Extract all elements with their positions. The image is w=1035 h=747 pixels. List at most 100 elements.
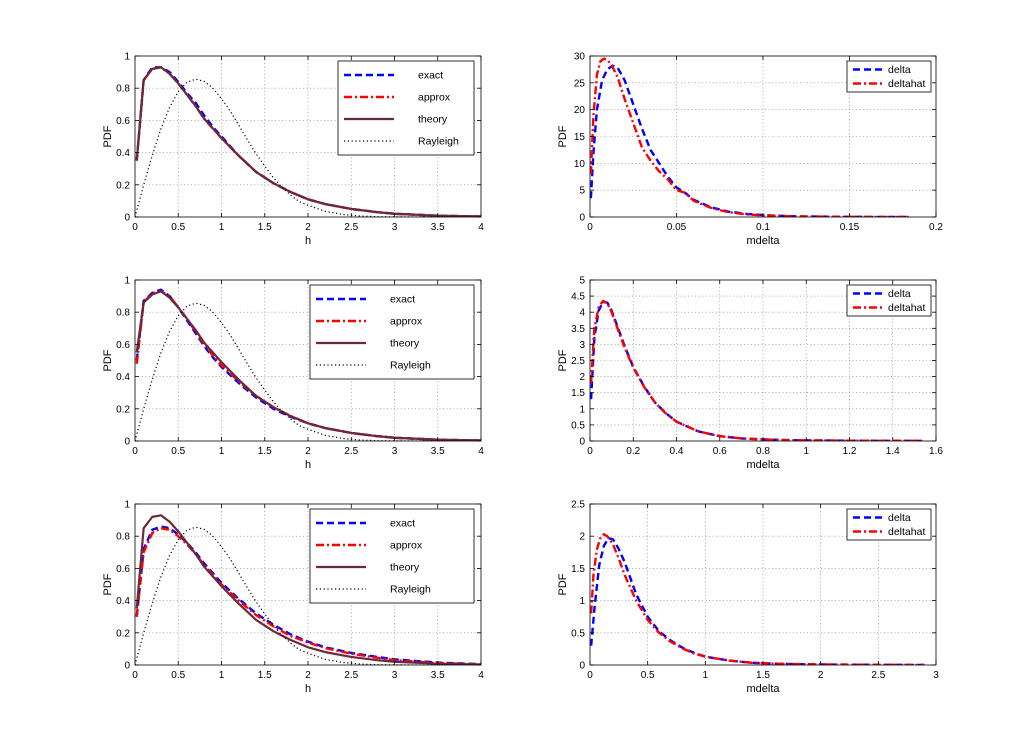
panel-3-legend-label-theory: theory bbox=[390, 338, 420, 350]
panel-4-xtick-label: 0.2 bbox=[626, 446, 640, 457]
panel-6-legend-box bbox=[846, 508, 932, 541]
panel-6-xlabel: mdelta bbox=[746, 683, 780, 695]
panel-4-ytick-label: 3.5 bbox=[571, 324, 585, 335]
panel-4-ytick-label: 0 bbox=[579, 437, 585, 448]
panel-5-series-approx bbox=[135, 526, 481, 665]
panel-6-xtick-label: 3 bbox=[933, 670, 939, 681]
panel-4-ytick-label: 1.5 bbox=[571, 388, 585, 399]
panel-4-xtick-label: 0.4 bbox=[670, 446, 684, 457]
panel-5-xtick-label: 0 bbox=[132, 670, 138, 681]
panel-2: 0 0.05 0.1 0.15 0.2 0 5 10 15 20 25 30 mdelta PDF delt… bbox=[557, 52, 943, 248]
panel-1-xtick-label: 4 bbox=[478, 222, 484, 233]
panel-5-legend: exact approx theory Rayleigh bbox=[309, 508, 475, 604]
panel-1-xtick-label: 2.5 bbox=[344, 222, 358, 233]
panel-5-xtick-label: 2.5 bbox=[344, 670, 358, 681]
panel-3-series-theory bbox=[135, 290, 481, 441]
panel-2-legend-label-delta: delta bbox=[888, 64, 911, 76]
panel-5-ytick-label: 0 bbox=[124, 661, 130, 672]
panel-2-xtick-label: 0.2 bbox=[929, 222, 943, 233]
panel-3-ylabel: PDF bbox=[102, 349, 114, 371]
panel-3-legend-box bbox=[309, 284, 475, 380]
panel-1-xtick-label: 0 bbox=[132, 222, 138, 233]
panel-2-xtick-label: 0.1 bbox=[756, 222, 770, 233]
panel-4-xlabel: mdelta bbox=[746, 459, 780, 471]
panel-3-ytick-label: 0.2 bbox=[116, 404, 130, 415]
panel-4-ytick-label: 1 bbox=[579, 404, 585, 415]
panel-3-legend: exact approx theory Rayleigh bbox=[309, 284, 475, 380]
panel-1-legend-label-theory: theory bbox=[418, 114, 448, 126]
panel-5-legend-box bbox=[309, 508, 475, 604]
panel-3-xtick-label: 1 bbox=[219, 446, 225, 457]
panel-1: 0 0.5 1 1.5 2 2.5 3 3.5 4 0 0.2 0.4 0.6 0.8 1 h PDF exact… bbox=[102, 52, 484, 248]
panel-6: 0 0.5 1 1.5 2 2.5 300.511.522.5mdeltaPDFdeltad… bbox=[557, 500, 939, 696]
panel-4-ytick-label: 4 bbox=[579, 308, 585, 319]
panel-4-xtick-label: 1.4 bbox=[886, 446, 900, 457]
panel-2-ytick-label: 10 bbox=[574, 159, 586, 170]
panel-6-ytick-label: 0 bbox=[579, 661, 585, 672]
panel-3: 0 0.5 1 1.5 2 2.5 3 3.5 4 0 0.2 0.4 0.6 0.8 1 h PDF exact… bbox=[102, 276, 484, 472]
panel-5-ytick-label: 0.8 bbox=[116, 532, 130, 543]
panel-4-legend-label-deltahat: deltahat bbox=[888, 302, 925, 314]
panel-6-ylabel: PDF bbox=[557, 573, 569, 595]
panel-1-xtick-label: 3 bbox=[392, 222, 398, 233]
panel-1-xtick-label: 0.5 bbox=[171, 222, 185, 233]
panel-4-xtick-label: 1.6 bbox=[929, 446, 943, 457]
panel-4-series-deltahat bbox=[590, 299, 926, 441]
panel-3-ytick-label: 1 bbox=[124, 276, 130, 287]
panel-4-xtick-label: 0.8 bbox=[756, 446, 770, 457]
panel-5: 0 0.5 1 1.5 2 2.5 3 3.5 4 0 0.2 0.4 0.6 0.8 1 h PDF exact… bbox=[102, 500, 484, 696]
panel-3-xtick-label: 0.5 bbox=[171, 446, 185, 457]
panel-2-legend: delta deltahat bbox=[846, 60, 932, 93]
panel-4-ytick-label: 4.5 bbox=[571, 292, 585, 303]
panel-5-xtick-label: 0.5 bbox=[171, 670, 185, 681]
panel-4-legend-label-delta: delta bbox=[888, 288, 911, 300]
panel-2-ytick-label: 20 bbox=[574, 105, 586, 116]
panel-6-ytick-label: 2.5 bbox=[571, 500, 585, 511]
panel-5-legend-label-approx: approx bbox=[390, 540, 423, 552]
panel-3-xlabel: h bbox=[305, 459, 311, 471]
panel-5-series-theory bbox=[135, 514, 481, 665]
panel-3-legend-label-exact: exact bbox=[390, 294, 415, 306]
panel-1-ytick-label: 0 bbox=[124, 213, 130, 224]
panel-1-legend-label-approx: approx bbox=[418, 92, 451, 104]
panel-5-ytick-label: 0.4 bbox=[116, 596, 130, 607]
panel-6-xtick-label: 1.5 bbox=[756, 670, 770, 681]
panel-2-legend-box bbox=[846, 60, 932, 93]
panel-5-xtick-label: 4 bbox=[478, 670, 484, 681]
panel-6-xtick-label: 1 bbox=[703, 670, 709, 681]
panel-1-legend-label-exact: exact bbox=[418, 70, 443, 82]
panel-4-ytick-label: 2.5 bbox=[571, 356, 585, 367]
panel-2-xtick-label: 0.15 bbox=[840, 222, 860, 233]
panel-5-ytick-label: 0.2 bbox=[116, 628, 130, 639]
panel-4-xtick-label: 1 bbox=[803, 446, 809, 457]
panel-4-ytick-label: 5 bbox=[579, 276, 585, 287]
panel-3-legend-label-rayleigh: Rayleigh bbox=[390, 360, 431, 372]
panel-1-series-theory bbox=[135, 66, 481, 217]
panel-1-legend: exact approx theory Rayleigh bbox=[337, 60, 475, 156]
panel-1-xtick-label: 2 bbox=[305, 222, 311, 233]
panel-1-xtick-label: 3.5 bbox=[431, 222, 445, 233]
panel-5-xlabel: h bbox=[305, 683, 311, 695]
panel-4: 0 0.2 0.4 0.6 0.8 1 1.2 1.4 1.6 0 0.5 1 1.5 2 2.5 3 3.5 4… bbox=[557, 276, 943, 472]
panel-6-xtick-label: 2.5 bbox=[871, 670, 885, 681]
panel-6-legend: delta deltahat bbox=[846, 508, 932, 541]
panel-3-legend-label-approx: approx bbox=[390, 316, 423, 328]
panel-2-ytick-label: 25 bbox=[574, 78, 586, 89]
panel-5-xtick-label: 1 bbox=[219, 670, 225, 681]
panel-1-xlabel: h bbox=[305, 235, 311, 247]
panel-6-ytick-label: 2 bbox=[579, 532, 585, 543]
panel-1-ylabel: PDF bbox=[102, 125, 114, 147]
panel-4-ytick-label: 2 bbox=[579, 372, 585, 383]
panel-1-legend-label-rayleigh: Rayleigh bbox=[418, 136, 459, 148]
panel-5-legend-label-rayleigh: Rayleigh bbox=[390, 584, 431, 596]
panel-1-ytick-label: 1 bbox=[124, 52, 130, 63]
panel-2-ytick-label: 30 bbox=[574, 52, 586, 63]
panel-1-xtick-label: 1.5 bbox=[258, 222, 272, 233]
panel-6-ytick-label: 1.5 bbox=[571, 564, 585, 575]
panel-1-legend-box bbox=[337, 60, 475, 156]
panel-5-ytick-label: 0.6 bbox=[116, 564, 130, 575]
panel-2-xtick-label: 0.05 bbox=[667, 222, 687, 233]
panel-6-xtick-label: 2 bbox=[818, 670, 824, 681]
panel-3-xtick-label: 0 bbox=[132, 446, 138, 457]
